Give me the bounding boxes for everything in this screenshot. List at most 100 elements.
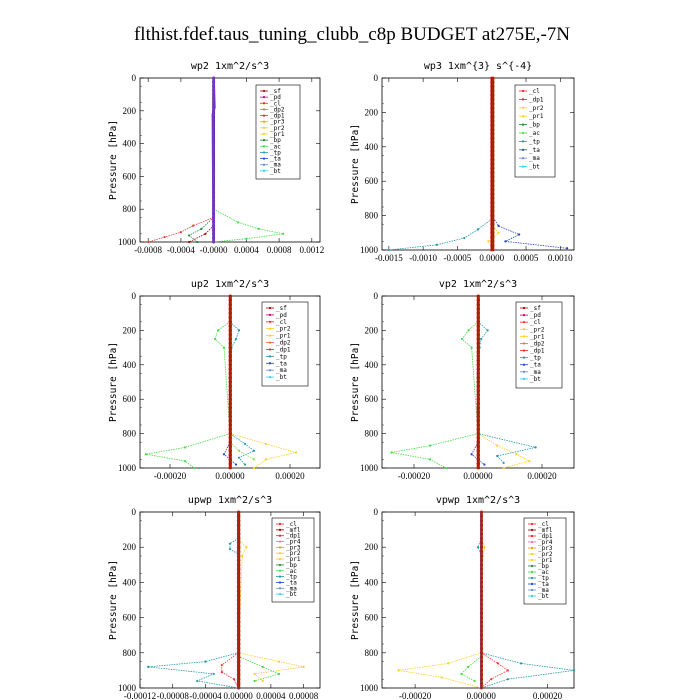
- series-marker: [212, 203, 216, 207]
- series-marker: [212, 142, 216, 146]
- series-marker: [477, 307, 481, 311]
- y-tick-label: 200: [365, 542, 379, 552]
- series-marker: [212, 175, 216, 178]
- series-marker: [228, 547, 232, 551]
- series-marker: [237, 329, 241, 332]
- legend-entry: _sf: [530, 305, 541, 312]
- series-marker: [390, 451, 393, 454]
- y-tick-label: 600: [123, 171, 137, 181]
- x-tick-label: 0.00020: [533, 691, 563, 700]
- series-marker: [515, 453, 518, 456]
- series-marker: [477, 436, 481, 440]
- plot-frame: [381, 77, 575, 251]
- legend-entry: _mfl: [286, 527, 301, 534]
- y-tick-label: 0: [132, 291, 137, 301]
- series-marker: [480, 523, 484, 527]
- plot-frame: [381, 511, 575, 689]
- series-marker: [491, 141, 495, 144]
- series-marker: [234, 337, 238, 341]
- series-marker: [237, 572, 241, 575]
- series-marker: [237, 642, 241, 646]
- series-marker: [504, 240, 507, 243]
- series-marker: [477, 466, 481, 470]
- y-tick-label: 1000: [118, 683, 137, 693]
- series-marker: [491, 145, 495, 149]
- series-marker: [237, 638, 241, 641]
- x-tick-label: 0.00000: [215, 471, 245, 481]
- legend-entry: _pr3: [286, 544, 301, 551]
- legend-entry: _ac: [538, 569, 549, 576]
- series-marker: [491, 171, 495, 175]
- series-marker: [480, 337, 483, 341]
- series-marker: [200, 227, 203, 230]
- series-marker: [237, 677, 241, 681]
- series-marker: [477, 393, 481, 397]
- series-marker: [212, 88, 216, 92]
- legend-marker: [278, 528, 282, 531]
- legend-marker: [530, 522, 534, 526]
- series-marker: [428, 458, 432, 461]
- legend-entry: _bt: [270, 168, 281, 175]
- legend-marker: [530, 594, 534, 598]
- legend-marker: [522, 306, 526, 310]
- series-marker: [480, 677, 484, 681]
- legend-entry: _dp1: [538, 533, 553, 540]
- series-marker: [491, 158, 495, 162]
- legend-entry: _sf: [276, 305, 287, 312]
- series-marker: [572, 669, 576, 672]
- series-marker: [229, 363, 233, 367]
- x-tick-label: 0.0000: [479, 253, 504, 263]
- legend-entry: _ma: [538, 587, 549, 594]
- legend-entry: _pd: [530, 312, 541, 319]
- series-marker: [477, 432, 481, 435]
- legend-entry: _cl: [270, 100, 281, 107]
- series-marker: [491, 209, 495, 213]
- legend-marker: [521, 123, 525, 126]
- legend-entry: _ma: [529, 155, 540, 162]
- series-marker: [237, 669, 241, 672]
- series-marker: [237, 515, 241, 518]
- series-marker: [229, 384, 233, 388]
- series-marker: [490, 678, 493, 681]
- series-marker: [491, 166, 495, 170]
- series-marker: [480, 585, 484, 589]
- series-marker: [212, 101, 216, 104]
- legend-marker: [522, 342, 526, 345]
- series-marker: [477, 402, 481, 405]
- series-line-tp: [229, 321, 255, 465]
- series-marker: [387, 248, 390, 252]
- series-marker: [491, 218, 495, 222]
- series-marker: [212, 146, 216, 150]
- legend-marker: [262, 89, 266, 93]
- series-marker: [480, 620, 484, 624]
- series-marker: [519, 662, 523, 665]
- series-marker: [480, 594, 484, 597]
- legend-entry: _bt: [529, 164, 540, 171]
- x-tick-label: -0.00020: [398, 471, 431, 481]
- series-marker: [480, 598, 484, 602]
- series-marker: [212, 179, 216, 182]
- series-marker: [222, 346, 226, 349]
- series-marker: [237, 554, 241, 558]
- legend-marker: [262, 157, 266, 160]
- x-tick-label: 0.0012: [299, 245, 324, 255]
- x-tick-label: -0.00008: [157, 691, 190, 700]
- series-marker: [212, 240, 216, 244]
- series-marker: [237, 528, 241, 531]
- legend-entry: _cl: [530, 319, 541, 326]
- series-marker: [477, 341, 481, 345]
- y-tick-label: 400: [365, 577, 379, 587]
- legend-marker: [530, 546, 534, 550]
- series-marker: [294, 451, 298, 454]
- series-line-tp: [148, 538, 239, 689]
- series-marker: [212, 84, 216, 88]
- legend-entry: _bp: [529, 122, 540, 129]
- y-tick-label: 0: [132, 73, 137, 83]
- legend-entry: _mfl: [538, 527, 553, 534]
- legend-entry: _pr3: [270, 119, 285, 126]
- series-marker: [220, 671, 223, 674]
- legend-entry: _tp: [530, 355, 541, 362]
- legend-marker: [521, 89, 525, 93]
- series-marker: [497, 224, 500, 228]
- legend-marker: [530, 570, 534, 574]
